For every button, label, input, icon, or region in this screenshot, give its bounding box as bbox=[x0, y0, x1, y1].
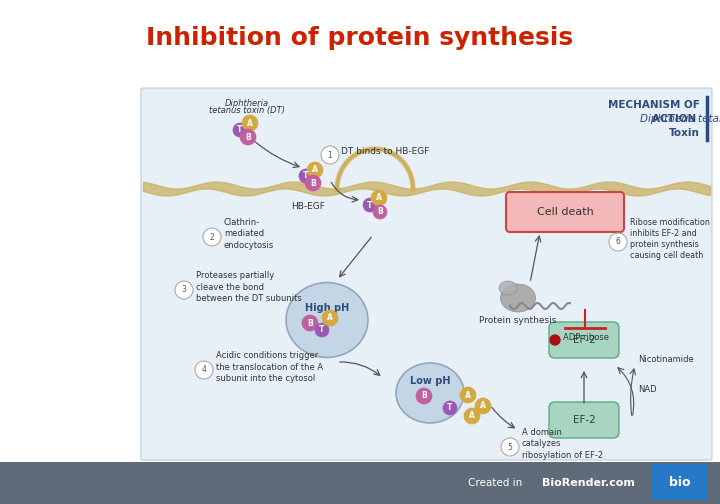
Circle shape bbox=[307, 162, 323, 178]
FancyBboxPatch shape bbox=[652, 464, 708, 500]
Text: Ribose modification
inhibits EF-2 and
protein synthesis
causing cell death: Ribose modification inhibits EF-2 and pr… bbox=[630, 218, 710, 260]
Text: T: T bbox=[367, 201, 373, 210]
Text: Inhibition of protein synthesis: Inhibition of protein synthesis bbox=[146, 26, 574, 50]
Text: Acidic conditions trigger
the translocation of the A
subunit into the cytosol: Acidic conditions trigger the translocat… bbox=[216, 351, 323, 383]
Text: Low pH: Low pH bbox=[410, 376, 450, 386]
Text: T: T bbox=[447, 404, 453, 412]
Text: A: A bbox=[480, 402, 486, 410]
Text: A: A bbox=[312, 165, 318, 174]
Ellipse shape bbox=[286, 283, 368, 357]
Text: Diphtheria tetanus: Diphtheria tetanus bbox=[640, 114, 720, 124]
Text: 5: 5 bbox=[508, 443, 513, 452]
Text: T: T bbox=[319, 326, 325, 335]
Text: EF-2: EF-2 bbox=[572, 335, 595, 345]
Text: A: A bbox=[465, 391, 471, 400]
Text: A: A bbox=[327, 313, 333, 323]
FancyBboxPatch shape bbox=[141, 88, 712, 460]
FancyBboxPatch shape bbox=[506, 192, 624, 232]
Circle shape bbox=[240, 129, 256, 145]
Text: MECHANISM OF: MECHANISM OF bbox=[608, 100, 700, 110]
Circle shape bbox=[315, 323, 329, 337]
Circle shape bbox=[233, 123, 247, 137]
Text: High pH: High pH bbox=[305, 303, 349, 313]
Text: 2: 2 bbox=[210, 232, 215, 241]
Text: bio: bio bbox=[670, 476, 690, 489]
Text: Cell death: Cell death bbox=[536, 207, 593, 217]
FancyBboxPatch shape bbox=[549, 322, 619, 358]
Ellipse shape bbox=[396, 363, 464, 423]
Text: Toxin: Toxin bbox=[669, 128, 700, 138]
Text: ACTION: ACTION bbox=[652, 114, 700, 124]
Text: 3: 3 bbox=[181, 285, 186, 294]
Circle shape bbox=[305, 175, 321, 191]
Ellipse shape bbox=[500, 284, 536, 312]
Text: 1: 1 bbox=[328, 151, 333, 159]
FancyBboxPatch shape bbox=[0, 462, 720, 504]
Text: Diphtheria: Diphtheria bbox=[225, 99, 269, 108]
Circle shape bbox=[363, 198, 377, 212]
Text: A: A bbox=[469, 411, 475, 420]
Circle shape bbox=[322, 310, 338, 326]
Text: 4: 4 bbox=[202, 365, 207, 374]
Circle shape bbox=[443, 401, 457, 415]
Text: Proteases partially
cleave the bond
between the DT subunits: Proteases partially cleave the bond betw… bbox=[196, 271, 302, 302]
Text: B: B bbox=[245, 133, 251, 142]
Circle shape bbox=[464, 408, 480, 424]
Text: T: T bbox=[303, 171, 309, 180]
Ellipse shape bbox=[499, 281, 517, 295]
Text: A: A bbox=[247, 118, 253, 128]
Text: ADP ribose: ADP ribose bbox=[563, 333, 609, 342]
Text: B: B bbox=[307, 319, 313, 328]
Circle shape bbox=[373, 205, 387, 219]
Circle shape bbox=[242, 115, 258, 131]
Circle shape bbox=[203, 228, 221, 246]
Text: NAD: NAD bbox=[638, 386, 657, 395]
Circle shape bbox=[302, 315, 318, 331]
Text: DT binds to HB-EGF: DT binds to HB-EGF bbox=[341, 148, 429, 157]
Text: B: B bbox=[310, 178, 316, 187]
Text: A domain
catalyzes
ribosylation of EF-2: A domain catalyzes ribosylation of EF-2 bbox=[522, 428, 603, 460]
Circle shape bbox=[501, 438, 519, 456]
Text: B: B bbox=[377, 208, 383, 217]
Circle shape bbox=[299, 169, 313, 183]
Text: EF-2: EF-2 bbox=[572, 415, 595, 425]
Circle shape bbox=[175, 281, 193, 299]
Text: T: T bbox=[238, 125, 243, 135]
Text: A: A bbox=[376, 194, 382, 203]
Circle shape bbox=[475, 398, 491, 414]
Text: Created in: Created in bbox=[467, 478, 525, 488]
Text: tetanus toxin (DT): tetanus toxin (DT) bbox=[209, 106, 285, 115]
Circle shape bbox=[195, 361, 213, 379]
Circle shape bbox=[321, 146, 339, 164]
Circle shape bbox=[460, 387, 476, 403]
Circle shape bbox=[550, 335, 560, 345]
Circle shape bbox=[609, 233, 627, 251]
Circle shape bbox=[371, 190, 387, 206]
Text: Clathrin-
mediated
endocytosis: Clathrin- mediated endocytosis bbox=[224, 218, 274, 249]
Text: 6: 6 bbox=[616, 237, 621, 246]
Text: Nicotinamide: Nicotinamide bbox=[638, 355, 694, 364]
Circle shape bbox=[416, 388, 432, 404]
FancyBboxPatch shape bbox=[549, 402, 619, 438]
Text: BioRender.com: BioRender.com bbox=[541, 478, 634, 488]
Text: Protein synthesis: Protein synthesis bbox=[480, 316, 557, 325]
Text: HB-EGF: HB-EGF bbox=[291, 202, 325, 211]
Text: B: B bbox=[421, 392, 427, 401]
